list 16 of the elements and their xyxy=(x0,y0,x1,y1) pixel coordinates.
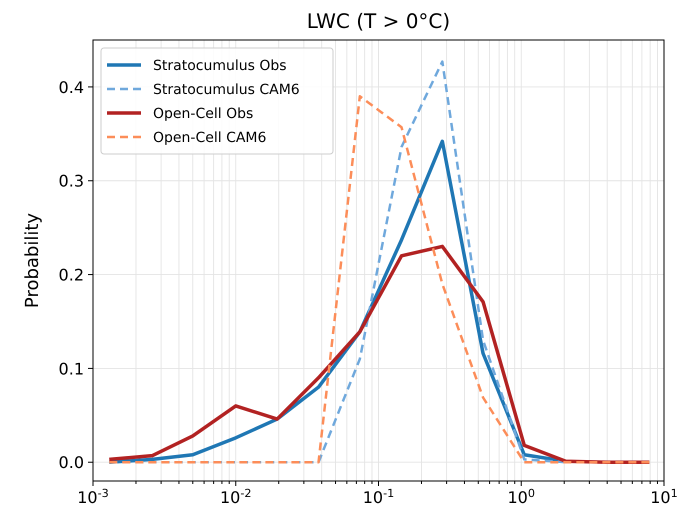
legend-label: Stratocumulus CAM6 xyxy=(153,82,300,98)
legend-label: Open-Cell CAM6 xyxy=(153,130,266,146)
x-tick-label: 10$^{0}$ xyxy=(508,486,535,507)
x-tick-label: 10$^{-2}$ xyxy=(220,486,252,507)
legend-label: Open-Cell Obs xyxy=(153,106,254,122)
y-tick-label: 0.4 xyxy=(58,78,84,97)
y-tick-label: 0.2 xyxy=(58,266,84,285)
legend-label: Stratocumulus Obs xyxy=(153,58,287,74)
x-tick-label: 10$^{-1}$ xyxy=(362,486,394,507)
x-tick-label: 10$^{1}$ xyxy=(650,486,678,507)
y-tick-label: 0.1 xyxy=(58,359,84,378)
y-tick-label: 0.3 xyxy=(58,172,84,191)
y-tick-label: 0.0 xyxy=(58,453,84,472)
y-axis-title: Probability xyxy=(22,212,43,308)
x-tick-label: 10$^{-3}$ xyxy=(77,486,109,507)
chart-title: LWC (T > 0°C) xyxy=(306,9,450,33)
